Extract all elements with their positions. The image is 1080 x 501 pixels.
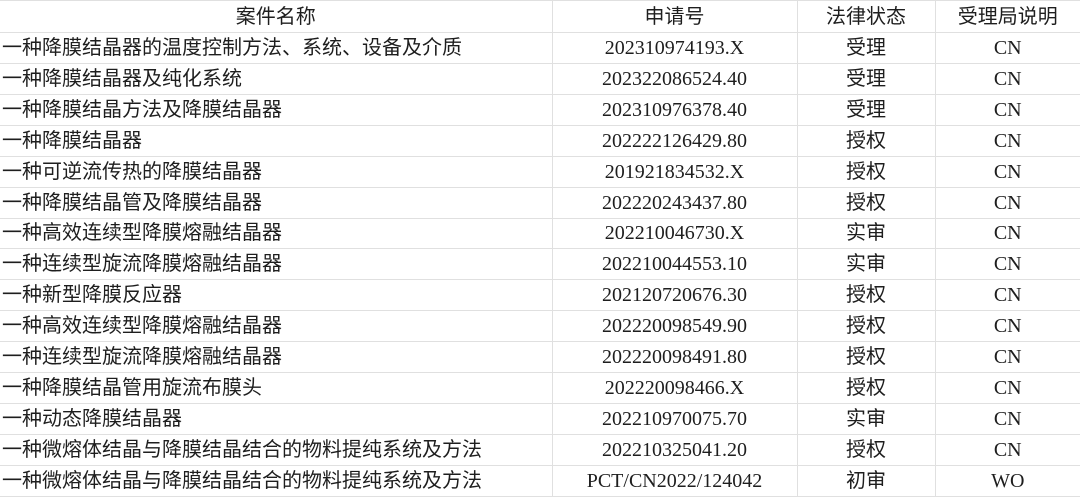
cell-office-note: CN: [934, 372, 1080, 404]
cell-office-note: CN: [934, 124, 1080, 157]
cell-application-number: 202210044553.10: [551, 248, 797, 280]
table-row: 一种可逆流传热的降膜结晶器 201921834532.X 授权 CN: [0, 155, 1080, 188]
table-row: 一种高效连续型降膜熔融结晶器 202210046730.X 实审 CN: [0, 217, 1080, 249]
cell-case-name: 一种降膜结晶管及降膜结晶器: [0, 186, 552, 219]
table-row: 一种新型降膜反应器 202120720676.30 授权 CN: [0, 279, 1080, 311]
cell-office-note: WO: [934, 464, 1080, 497]
cell-case-name: 一种降膜结晶器: [0, 124, 552, 157]
cell-office-note: CN: [934, 279, 1080, 311]
cell-office-note: CN: [934, 433, 1080, 466]
cell-office-note: CN: [934, 248, 1080, 280]
table-row: 一种连续型旋流降膜熔融结晶器 202210044553.10 实审 CN: [0, 248, 1080, 280]
cell-application-number: 202120720676.30: [551, 279, 797, 311]
cell-application-number: 202322086524.40: [551, 62, 797, 95]
table-row: 一种动态降膜结晶器 202210970075.70 实审 CN: [0, 403, 1080, 435]
header-case-name: 案件名称: [235, 5, 316, 28]
cell-application-number: 202222126429.80: [551, 124, 797, 157]
cell-application-number: 202310976378.40: [551, 93, 797, 126]
cell-legal-status: 授权: [796, 372, 935, 404]
header-office-note: 受理局说明: [934, 0, 1080, 33]
table-row: 一种降膜结晶器及纯化系统 202322086524.40 受理 CN: [0, 62, 1080, 95]
cell-legal-status: 授权: [796, 124, 935, 157]
cell-legal-status: 实审: [796, 248, 935, 280]
cell-legal-status: 初审: [796, 464, 935, 497]
cell-legal-status: 受理: [796, 93, 935, 126]
table-row: 一种降膜结晶管及降膜结晶器 202220243437.80 授权 CN: [0, 186, 1080, 219]
cell-legal-status: 受理: [796, 32, 935, 64]
table-row: 一种微熔体结晶与降膜结晶结合的物料提纯系统及方法 PCT/CN2022/12404…: [0, 464, 1080, 497]
cell-office-note: CN: [934, 62, 1080, 95]
header-row: 案件名称 申请号 法律状态 受理局说明: [0, 0, 1080, 33]
table-row: 一种降膜结晶器 202222126429.80 授权 CN: [0, 124, 1080, 157]
cell-office-note: CN: [934, 155, 1080, 188]
cell-legal-status: 实审: [796, 217, 935, 249]
cell-application-number: 202310974193.X: [551, 32, 797, 64]
cell-case-name: 一种动态降膜结晶器: [0, 403, 552, 435]
cell-application-number: 201921834532.X: [551, 155, 797, 188]
table-row: 一种连续型旋流降膜熔融结晶器 202220098491.80 授权 CN: [0, 341, 1080, 373]
cell-legal-status: 授权: [796, 433, 935, 466]
cell-legal-status: 授权: [796, 341, 935, 373]
header-legal-status: 法律状态: [796, 0, 935, 33]
cell-case-name: 一种连续型旋流降膜熔融结晶器: [0, 341, 552, 373]
cell-legal-status: 授权: [796, 186, 935, 219]
cell-office-note: CN: [934, 217, 1080, 249]
cell-office-note: CN: [934, 403, 1080, 435]
table-row: 一种高效连续型降膜熔融结晶器 202220098549.90 授权 CN: [0, 310, 1080, 342]
cell-case-name: 一种微熔体结晶与降膜结晶结合的物料提纯系统及方法: [0, 433, 552, 466]
cell-application-number: 202220098549.90: [551, 310, 797, 342]
cell-application-number: 202210046730.X: [551, 217, 797, 249]
cell-legal-status: 授权: [796, 310, 935, 342]
cell-office-note: CN: [934, 341, 1080, 373]
cell-case-name: 一种连续型旋流降膜熔融结晶器: [0, 248, 552, 280]
cell-case-name: 一种高效连续型降膜熔融结晶器: [0, 310, 552, 342]
cell-application-number: 202210325041.20: [551, 433, 797, 466]
cell-legal-status: 授权: [796, 279, 935, 311]
cell-legal-status: 受理: [796, 62, 935, 95]
cell-office-note: CN: [934, 93, 1080, 126]
cell-application-number: PCT/CN2022/124042: [551, 464, 797, 497]
cell-office-note: CN: [934, 32, 1080, 64]
cell-case-name: 一种降膜结晶器的温度控制方法、系统、设备及介质: [0, 32, 552, 64]
cell-case-name: 一种降膜结晶管用旋流布膜头: [0, 372, 552, 404]
header-application-number: 申请号: [551, 0, 797, 33]
cell-case-name: 一种新型降膜反应器: [0, 279, 552, 311]
table-row: 一种降膜结晶管用旋流布膜头 202220098466.X 授权 CN: [0, 372, 1080, 404]
cell-office-note: CN: [934, 186, 1080, 219]
cell-legal-status: 授权: [796, 155, 935, 188]
cell-legal-status: 实审: [796, 403, 935, 435]
cell-application-number: 202220098466.X: [551, 372, 797, 404]
cell-case-name: 一种高效连续型降膜熔融结晶器: [0, 217, 552, 249]
table-row: 一种降膜结晶器的温度控制方法、系统、设备及介质 202310974193.X 受理 C…: [0, 32, 1080, 64]
cell-case-name: 一种微熔体结晶与降膜结晶结合的物料提纯系统及方法: [0, 464, 552, 497]
cell-application-number: 202220098491.80: [551, 341, 797, 373]
table-body: 一种降膜结晶器的温度控制方法、系统、设备及介质 202310974193.X 受理 C…: [0, 32, 1080, 497]
table-row: 一种降膜结晶方法及降膜结晶器 202310976378.40 受理 CN: [0, 93, 1080, 126]
cell-application-number: 202210970075.70: [551, 403, 797, 435]
table-header: 案件名称 申请号 法律状态 受理局说明: [0, 0, 1080, 33]
cell-application-number: 202220243437.80: [551, 186, 797, 219]
cell-case-name: 一种可逆流传热的降膜结晶器: [0, 155, 552, 188]
cell-case-name: 一种降膜结晶器及纯化系统: [0, 62, 552, 95]
table-row: 一种微熔体结晶与降膜结晶结合的物料提纯系统及方法 202210325041.20 授…: [0, 433, 1080, 466]
cell-case-name: 一种降膜结晶方法及降膜结晶器: [0, 93, 552, 126]
cell-office-note: CN: [934, 310, 1080, 342]
